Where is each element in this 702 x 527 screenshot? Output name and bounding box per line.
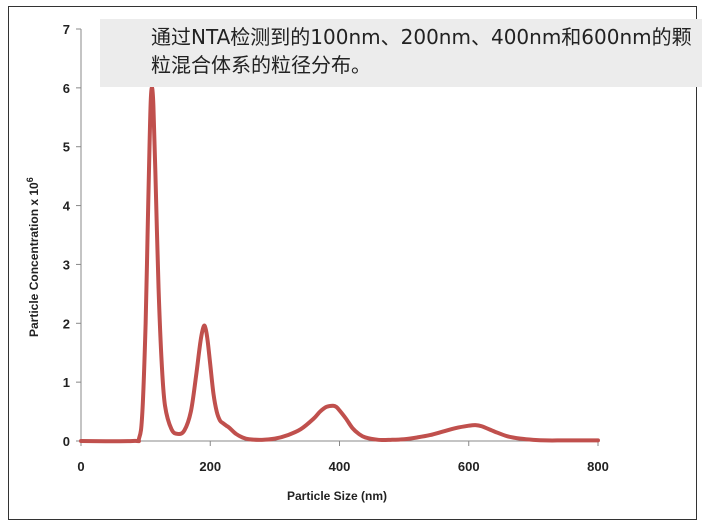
chart-frame: Particle Concentration x 106 Particle Si… bbox=[8, 6, 702, 520]
y-tick-label: 4 bbox=[63, 199, 71, 214]
y-tick-label: 2 bbox=[63, 316, 70, 331]
y-tick-label: 3 bbox=[63, 257, 70, 272]
x-axis-label: Particle Size (nm) bbox=[287, 489, 387, 503]
series-line bbox=[79, 85, 600, 444]
x-tick-label: 600 bbox=[458, 459, 480, 474]
y-tick-label: 1 bbox=[63, 375, 70, 390]
y-axis-label-superscript: 6 bbox=[25, 177, 35, 182]
y-tick-label: 0 bbox=[63, 434, 70, 449]
particle-size-chart: Particle Concentration x 106 Particle Si… bbox=[25, 22, 609, 503]
x-tick-label: 200 bbox=[199, 459, 221, 474]
y-axis-label-text: Particle Concentration x 10 bbox=[27, 182, 41, 337]
x-tick-label: 800 bbox=[587, 459, 609, 474]
chart-caption: 通过NTA检测到的100nm、200nm、400nm和600nm的颗粒混合体系的… bbox=[100, 19, 702, 87]
series-layer bbox=[79, 85, 600, 444]
x-tick-label: 400 bbox=[329, 459, 351, 474]
x-tick-label: 0 bbox=[77, 459, 84, 474]
y-axis-title: Particle Concentration x 106 bbox=[25, 177, 41, 337]
y-axis-label: Particle Concentration x 106 bbox=[25, 177, 41, 337]
y-tick-label: 5 bbox=[63, 140, 70, 155]
y-tick-label: 6 bbox=[63, 81, 70, 96]
tick-labels: 0 1 2 3 4 5 6 7 0 200 400 600 800 bbox=[63, 22, 609, 474]
y-tick-label: 7 bbox=[63, 22, 70, 37]
